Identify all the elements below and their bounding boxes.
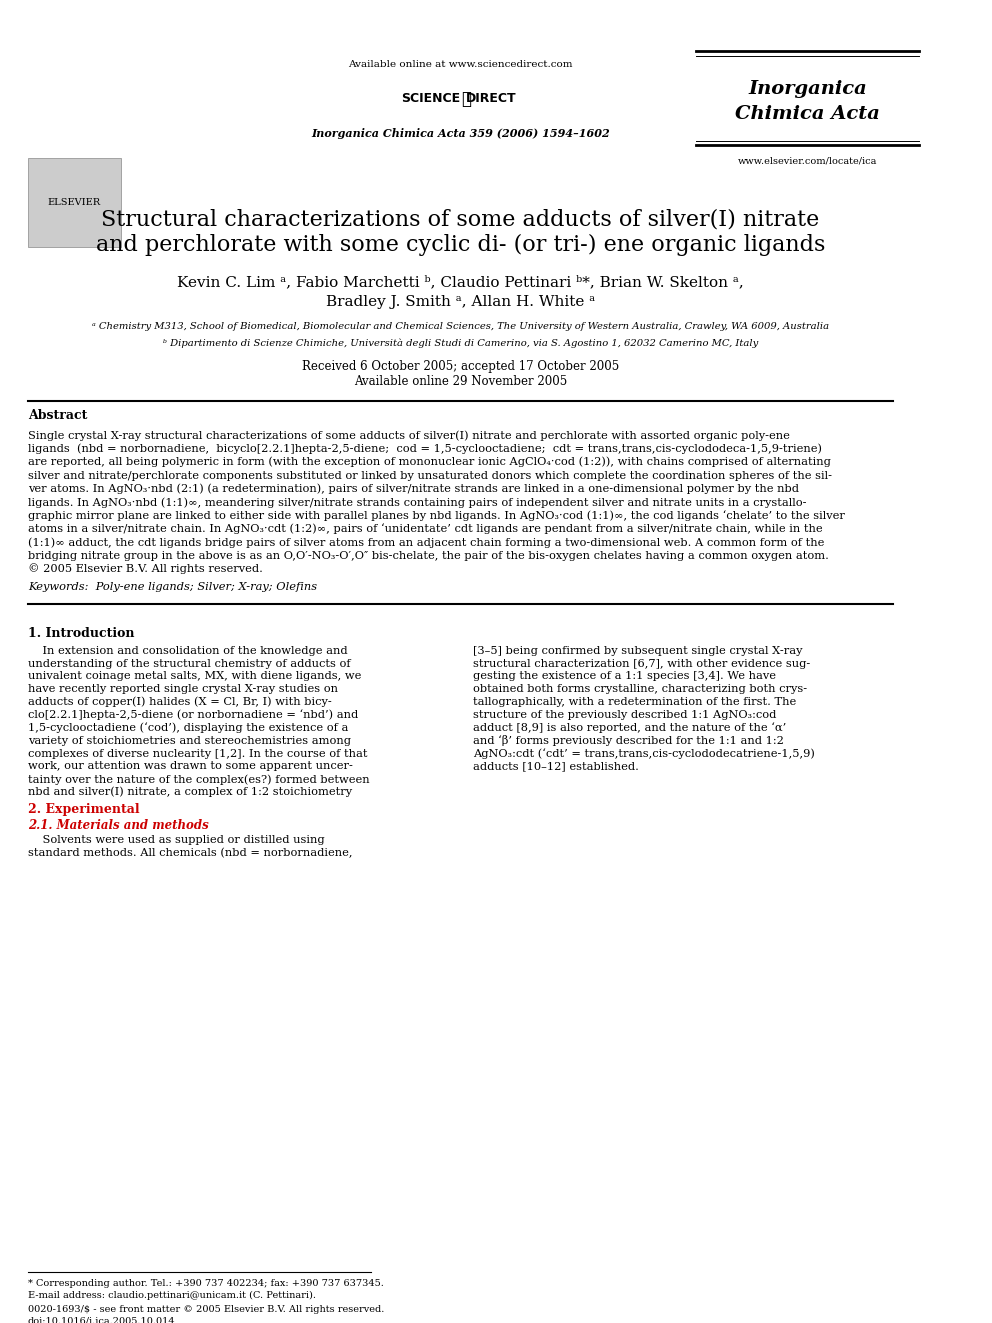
Text: understanding of the structural chemistry of adducts of: understanding of the structural chemistr… bbox=[28, 659, 350, 668]
Text: Solvents were used as supplied or distilled using: Solvents were used as supplied or distil… bbox=[28, 835, 324, 844]
Text: AgNO₃:cdt (‘cdt’ = trans,trans,cis-cyclododecatriene-1,5,9): AgNO₃:cdt (‘cdt’ = trans,trans,cis-cyclo… bbox=[473, 749, 815, 759]
Text: have recently reported single crystal X-ray studies on: have recently reported single crystal X-… bbox=[28, 684, 338, 695]
Text: ᵇ Dipartimento di Scienze Chimiche, Università degli Studi di Camerino, via S. A: ᵇ Dipartimento di Scienze Chimiche, Univ… bbox=[163, 339, 758, 348]
Text: 2. Experimental: 2. Experimental bbox=[28, 803, 140, 816]
Text: 1,5-cyclooctadiene (‘cod’), displaying the existence of a: 1,5-cyclooctadiene (‘cod’), displaying t… bbox=[28, 722, 348, 733]
Text: ELSEVIER: ELSEVIER bbox=[48, 198, 101, 208]
Text: work, our attention was drawn to some apparent uncer-: work, our attention was drawn to some ap… bbox=[28, 762, 353, 771]
Text: Structural characterizations of some adducts of silver(I) nitrate: Structural characterizations of some add… bbox=[101, 209, 819, 230]
Text: structural characterization [6,7], with other evidence sug-: structural characterization [6,7], with … bbox=[473, 659, 810, 668]
Text: and perchlorate with some cyclic di- (or tri-) ene organic ligands: and perchlorate with some cyclic di- (or… bbox=[95, 234, 825, 257]
Text: nbd and silver(I) nitrate, a complex of 1:2 stoichiometry: nbd and silver(I) nitrate, a complex of … bbox=[28, 787, 352, 798]
Text: obtained both forms crystalline, characterizing both crys-: obtained both forms crystalline, charact… bbox=[473, 684, 807, 695]
Text: E-mail address: claudio.pettinari@unicam.it (C. Pettinari).: E-mail address: claudio.pettinari@unicam… bbox=[28, 1291, 315, 1301]
Text: [3–5] being confirmed by subsequent single crystal X-ray: [3–5] being confirmed by subsequent sing… bbox=[473, 646, 803, 656]
Text: ᵃ Chemistry M313, School of Biomedical, Biomolecular and Chemical Sciences, The : ᵃ Chemistry M313, School of Biomedical, … bbox=[92, 321, 829, 331]
Text: tainty over the nature of the complex(es?) formed between: tainty over the nature of the complex(es… bbox=[28, 774, 369, 785]
Text: www.elsevier.com/locate/ica: www.elsevier.com/locate/ica bbox=[738, 157, 877, 165]
Text: clo[2.2.1]hepta-2,5-diene (or norbornadiene = ‘nbd’) and: clo[2.2.1]hepta-2,5-diene (or norbornadi… bbox=[28, 709, 358, 721]
Text: Received 6 October 2005; accepted 17 October 2005: Received 6 October 2005; accepted 17 Oct… bbox=[302, 360, 619, 373]
Text: 2.1. Materials and methods: 2.1. Materials and methods bbox=[28, 819, 208, 832]
Text: adducts [10–12] established.: adducts [10–12] established. bbox=[473, 762, 639, 771]
Text: ligands  (nbd = norbornadiene,  bicyclo[2.2.1]hepta-2,5-diene;  cod = 1,5-cycloo: ligands (nbd = norbornadiene, bicyclo[2.… bbox=[28, 443, 821, 454]
Text: and ‘β’ forms previously described for the 1:1 and 1:2: and ‘β’ forms previously described for t… bbox=[473, 736, 785, 746]
Text: are reported, all being polymeric in form (with the exception of mononuclear ion: are reported, all being polymeric in for… bbox=[28, 456, 830, 467]
Text: adduct [8,9] is also reported, and the nature of the ‘α’: adduct [8,9] is also reported, and the n… bbox=[473, 722, 787, 733]
Text: adducts of copper(I) halides (X = Cl, Br, I) with bicy-: adducts of copper(I) halides (X = Cl, Br… bbox=[28, 697, 331, 708]
Text: © 2005 Elsevier B.V. All rights reserved.: © 2005 Elsevier B.V. All rights reserved… bbox=[28, 564, 263, 574]
Text: Available online at www.sciencedirect.com: Available online at www.sciencedirect.co… bbox=[348, 60, 572, 69]
Text: SCIENCE: SCIENCE bbox=[401, 93, 460, 106]
Text: ver atoms. In AgNO₃·nbd (2:1) (a redetermination), pairs of silver/nitrate stran: ver atoms. In AgNO₃·nbd (2:1) (a redeter… bbox=[28, 484, 799, 495]
Text: Kevin C. Lim ᵃ, Fabio Marchetti ᵇ, Claudio Pettinari ᵇ*, Brian W. Skelton ᵃ,: Kevin C. Lim ᵃ, Fabio Marchetti ᵇ, Claud… bbox=[177, 275, 744, 288]
Text: ⓐ: ⓐ bbox=[461, 90, 471, 108]
Text: tallographically, with a redetermination of the first. The: tallographically, with a redetermination… bbox=[473, 697, 797, 706]
Text: variety of stoichiometries and stereochemistries among: variety of stoichiometries and stereoche… bbox=[28, 736, 351, 746]
Text: 0020-1693/$ - see front matter © 2005 Elsevier B.V. All rights reserved.: 0020-1693/$ - see front matter © 2005 El… bbox=[28, 1304, 384, 1314]
Text: structure of the previously described 1:1 AgNO₃:cod: structure of the previously described 1:… bbox=[473, 710, 777, 720]
Text: Chimica Acta: Chimica Acta bbox=[735, 105, 880, 123]
Text: (1:1)∞ adduct, the cdt ligands bridge pairs of silver atoms from an adjacent cha: (1:1)∞ adduct, the cdt ligands bridge pa… bbox=[28, 537, 824, 548]
Text: Bradley J. Smith ᵃ, Allan H. White ᵃ: Bradley J. Smith ᵃ, Allan H. White ᵃ bbox=[325, 295, 595, 308]
Text: atoms in a silver/nitrate chain. In AgNO₃·cdt (1:2)∞, pairs of ‘unidentate’ cdt : atoms in a silver/nitrate chain. In AgNO… bbox=[28, 524, 822, 534]
Text: * Corresponding author. Tel.: +390 737 402234; fax: +390 737 637345.: * Corresponding author. Tel.: +390 737 4… bbox=[28, 1279, 384, 1289]
Text: univalent coinage metal salts, MX, with diene ligands, we: univalent coinage metal salts, MX, with … bbox=[28, 671, 361, 681]
Text: ligands. In AgNO₃·nbd (1:1)∞, meandering silver/nitrate strands containing pairs: ligands. In AgNO₃·nbd (1:1)∞, meandering… bbox=[28, 497, 806, 508]
Text: 1. Introduction: 1. Introduction bbox=[28, 627, 134, 640]
Text: Available online 29 November 2005: Available online 29 November 2005 bbox=[354, 374, 567, 388]
Text: complexes of diverse nuclearity [1,2]. In the course of that: complexes of diverse nuclearity [1,2]. I… bbox=[28, 749, 367, 758]
Text: silver and nitrate/perchlorate components substituted or linked by unsaturated d: silver and nitrate/perchlorate component… bbox=[28, 471, 832, 480]
Text: bridging nitrate group in the above is as an O,O′-NO₃-O′,O″ bis-chelate, the pai: bridging nitrate group in the above is a… bbox=[28, 550, 828, 561]
Text: In extension and consolidation of the knowledge and: In extension and consolidation of the kn… bbox=[28, 646, 347, 656]
Text: gesting the existence of a 1:1 species [3,4]. We have: gesting the existence of a 1:1 species [… bbox=[473, 671, 777, 681]
Text: Inorganica Chimica Acta 359 (2006) 1594–1602: Inorganica Chimica Acta 359 (2006) 1594–… bbox=[310, 128, 610, 139]
Text: Abstract: Abstract bbox=[28, 409, 87, 422]
FancyBboxPatch shape bbox=[28, 159, 121, 247]
Text: graphic mirror plane are linked to either side with parallel planes by nbd ligan: graphic mirror plane are linked to eithe… bbox=[28, 511, 845, 521]
Text: DIRECT: DIRECT bbox=[466, 93, 517, 106]
Text: Inorganica: Inorganica bbox=[748, 81, 867, 98]
Text: doi:10.1016/j.ica.2005.10.014: doi:10.1016/j.ica.2005.10.014 bbox=[28, 1316, 176, 1323]
Text: standard methods. All chemicals (nbd = norbornadiene,: standard methods. All chemicals (nbd = n… bbox=[28, 847, 352, 857]
Text: Single crystal X-ray structural characterizations of some adducts of silver(I) n: Single crystal X-ray structural characte… bbox=[28, 430, 790, 441]
Text: Keywords:  Poly-ene ligands; Silver; X-ray; Olefins: Keywords: Poly-ene ligands; Silver; X-ra… bbox=[28, 582, 317, 593]
